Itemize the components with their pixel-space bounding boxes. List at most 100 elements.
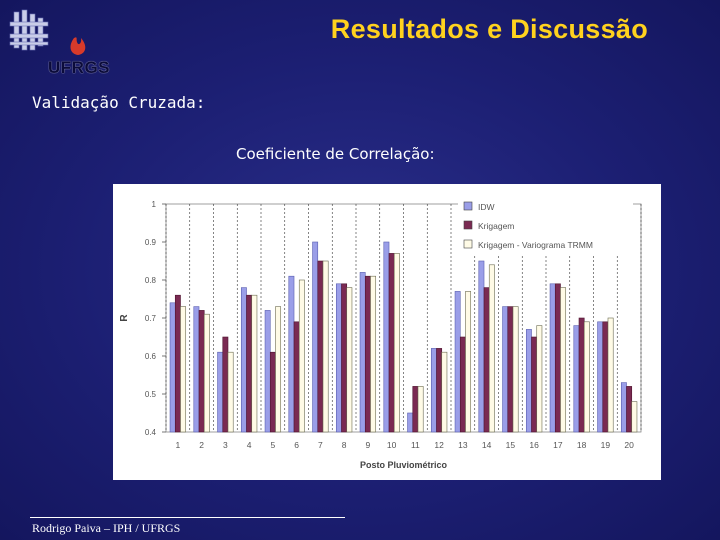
y-tick-label: 0.4 <box>145 428 157 437</box>
x-tick-label: 20 <box>624 440 634 450</box>
ufrgs-emblem-icon <box>9 9 86 55</box>
x-axis-label: Posto Pluviométrico <box>360 460 448 470</box>
x-tick-label: 12 <box>434 440 444 450</box>
bar-krigagem-trmm <box>298 279 305 433</box>
bar-krigagem <box>198 310 205 433</box>
bar-idw <box>620 382 627 433</box>
section-subtitle: Validação Cruzada: <box>32 93 206 112</box>
x-tick-label: 14 <box>482 440 492 450</box>
bar-krigagem <box>388 253 395 433</box>
bar-idw <box>502 306 509 433</box>
bar-krigagem-trmm <box>560 287 567 433</box>
bar-krigagem-trmm <box>322 260 329 433</box>
bar-krigagem <box>483 287 490 433</box>
y-axis-label: R <box>119 314 130 322</box>
bar-krigagem-trmm <box>370 275 377 433</box>
legend-swatch <box>463 220 473 230</box>
x-tick-label: 9 <box>366 440 371 450</box>
bar-idw <box>525 329 532 433</box>
bar-idw <box>407 412 414 433</box>
y-tick-label: 0.7 <box>145 314 157 323</box>
bar-krigagem <box>341 283 348 433</box>
bar-krigagem <box>269 351 276 433</box>
logo-text: UFRGS <box>48 58 110 77</box>
x-tick-label: 1 <box>176 440 181 450</box>
x-tick-label: 6 <box>294 440 299 450</box>
ufrgs-logo: UFRGS <box>8 8 118 77</box>
bar-krigagem <box>174 294 181 433</box>
y-tick-label: 0.8 <box>145 276 157 285</box>
x-tick-label: 7 <box>318 440 323 450</box>
legend-swatch <box>463 201 473 211</box>
x-tick-label: 2 <box>199 440 204 450</box>
x-tick-label: 3 <box>223 440 228 450</box>
chart-panel: 1 0.9 0.8 0.7 0.6 0.5 0.4 R 1 2 3 4 5 6 7 8 9 10 11 12 13 14 1… <box>113 184 661 480</box>
bar-krigagem <box>364 275 371 433</box>
y-tick-label: 1 <box>152 200 157 209</box>
bar-krigagem-trmm <box>346 287 353 433</box>
bar-idw <box>193 306 200 433</box>
bar-krigagem-trmm <box>441 351 448 433</box>
x-tick-label: 16 <box>529 440 539 450</box>
x-tick-label: 8 <box>342 440 347 450</box>
bar-krigagem <box>554 283 561 433</box>
bar-idw <box>217 351 224 433</box>
x-tick-label: 19 <box>601 440 611 450</box>
bar-krigagem <box>507 306 514 433</box>
legend-swatch <box>463 239 473 249</box>
bar-idw <box>597 321 604 433</box>
bar-krigagem-trmm <box>227 351 234 433</box>
y-tick-label: 0.6 <box>145 352 157 361</box>
x-tick-label: 10 <box>387 440 397 450</box>
bar-krigagem-trmm <box>203 313 210 433</box>
bar-idw <box>169 302 176 433</box>
bar-krigagem-trmm <box>417 386 424 433</box>
legend-label: IDW <box>478 202 495 212</box>
bar-idw <box>240 287 247 433</box>
x-tick-label: 11 <box>411 440 420 450</box>
bar-krigagem-trmm <box>180 306 187 433</box>
bar-idw <box>312 241 319 433</box>
bar-krigagem-trmm <box>631 401 638 433</box>
bar-idw <box>573 325 580 433</box>
bar-idw <box>264 310 271 433</box>
bar-krigagem <box>222 336 229 433</box>
bar-krigagem <box>293 321 300 433</box>
bar-krigagem <box>531 336 538 433</box>
footer-divider <box>30 517 345 518</box>
bar-krigagem <box>317 260 324 433</box>
bar-krigagem-trmm <box>536 325 543 433</box>
bar-krigagem <box>246 294 253 433</box>
bar-idw <box>549 283 556 433</box>
x-tick-label: 13 <box>458 440 468 450</box>
bar-idw <box>288 275 295 433</box>
correlation-bar-chart: 10.90.80.70.60.50.4R1 2 3 4 5 6 7 8 9 10 11 12 13 14 1… <box>119 196 642 470</box>
bar-idw <box>383 241 390 433</box>
bar-krigagem <box>459 336 466 433</box>
page-title: Resultados e Discussão <box>330 14 648 44</box>
bar-krigagem <box>602 321 609 433</box>
legend-label: Krigagem - Variograma TRMM <box>478 240 593 250</box>
bar-krigagem-trmm <box>583 321 590 433</box>
bar-idw <box>359 272 366 433</box>
bar-krigagem <box>578 317 585 433</box>
legend-label: Krigagem <box>478 221 514 231</box>
y-tick-label: 0.9 <box>145 238 157 247</box>
legend-box <box>458 196 633 256</box>
x-tick-label: 4 <box>247 440 252 450</box>
bar-krigagem-trmm <box>465 291 472 433</box>
bar-krigagem-trmm <box>393 253 400 433</box>
bar-krigagem <box>412 386 419 433</box>
bar-krigagem-trmm <box>275 306 282 433</box>
x-tick-label: 15 <box>506 440 516 450</box>
x-tick-label: 18 <box>577 440 587 450</box>
bar-krigagem <box>626 386 633 433</box>
bar-krigagem-trmm <box>488 264 495 433</box>
bar-idw <box>430 348 437 433</box>
bar-krigagem-trmm <box>607 317 614 433</box>
bar-krigagem <box>436 348 443 433</box>
x-tick-label: 5 <box>271 440 276 450</box>
x-tick-label: 17 <box>553 440 563 450</box>
bar-idw <box>335 283 342 433</box>
bar-idw <box>454 291 461 433</box>
